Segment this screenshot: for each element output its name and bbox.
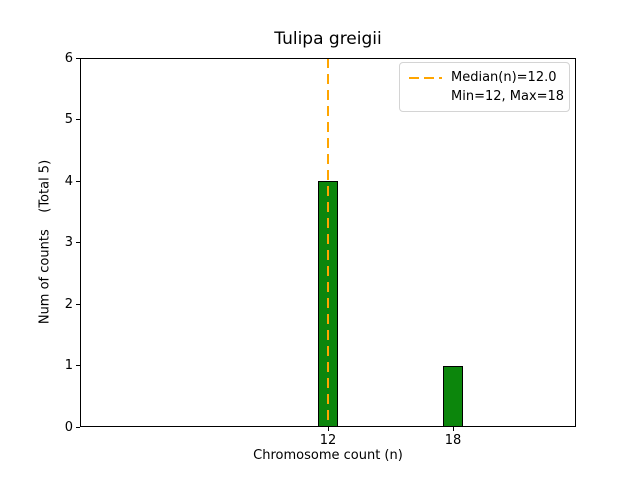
legend-label-minmax: Min=12, Max=18 [451,89,565,104]
x-tick-mark [327,427,329,431]
y-tick-label: 5 [64,112,73,127]
y-tick-mark [76,242,80,243]
y-tick-label: 2 [64,296,73,312]
y-tick-label: 1 [64,358,73,373]
x-tick-label: 12 [319,433,337,448]
y-tick-mark [76,180,80,182]
y-tick-mark [76,119,80,120]
y-tick-label: 3 [64,235,73,250]
legend-entry-median: Median(n)=12.0 [409,68,561,87]
y-tick-mark [76,303,80,305]
y-tick-mark [76,57,80,59]
legend-sample-empty [409,96,442,98]
y-tick-mark [76,365,80,366]
x-tick-mark [452,427,454,431]
y-tick-label: 4 [64,173,73,189]
legend-label-median: Median(n)=12.0 [451,70,557,85]
legend: Median(n)=12.0 Min=12, Max=18 [399,62,570,112]
x-axis-label: Chromosome count (n) [253,448,403,463]
y-tick-label: 6 [64,50,73,66]
y-tick-label: 0 [64,419,73,435]
y-tick-mark [76,426,80,428]
plot-area [80,58,576,427]
chart-title: Tulipa greigii [274,29,382,49]
median-dashed-line-sample [409,76,442,79]
legend-entry-minmax: Min=12, Max=18 [409,87,565,106]
x-tick-label: 18 [444,433,462,448]
median-line [327,58,329,427]
bars-layer [80,58,576,427]
bar-18 [442,365,464,427]
